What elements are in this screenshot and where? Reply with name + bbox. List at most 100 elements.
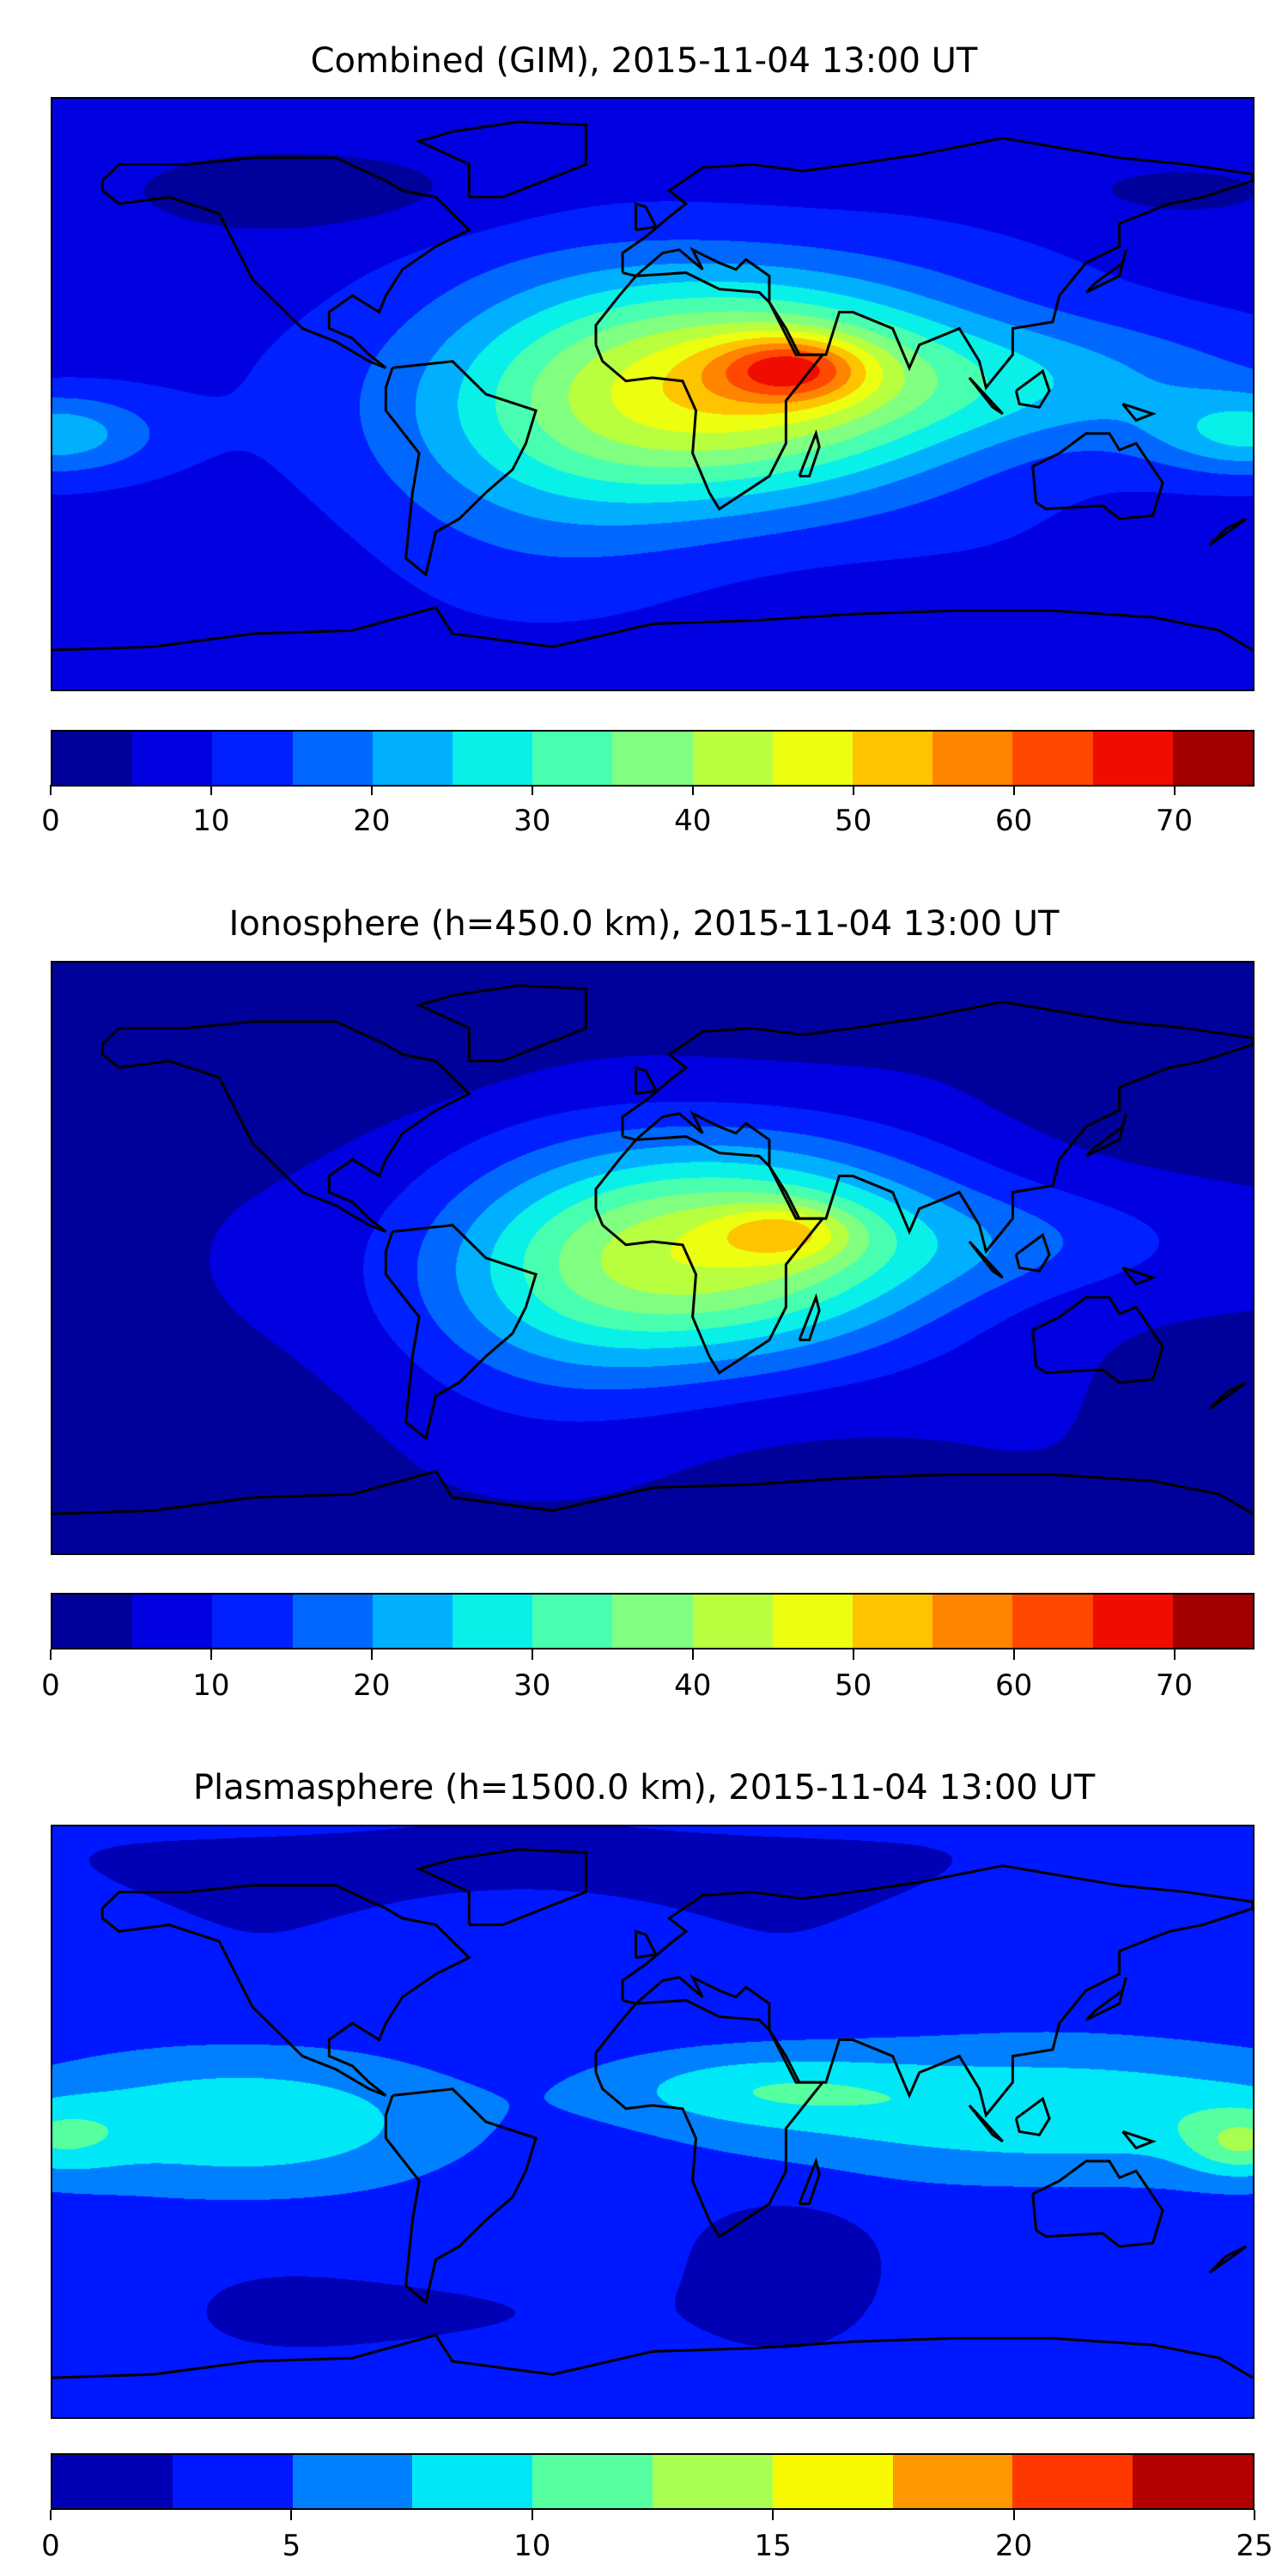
colorbar-swatch — [1012, 2455, 1133, 2508]
colorbar-swatch — [652, 2455, 773, 2508]
colorbar-tick — [531, 2510, 533, 2520]
colorbar-swatch — [532, 2455, 653, 2508]
coastline — [621, 137, 1253, 391]
colorbar-swatch — [692, 1595, 773, 1648]
colorbar-swatch — [1092, 732, 1173, 785]
coastline — [52, 605, 1253, 652]
colorbar-tick — [50, 2510, 52, 2520]
colorbar-tick — [370, 785, 373, 795]
colorbar-tick-label: 30 — [513, 804, 551, 838]
coastline — [1121, 1267, 1157, 1286]
colorbar-tick — [691, 1649, 694, 1660]
coastline — [621, 1864, 1253, 2118]
coastline — [968, 2104, 1004, 2143]
colorbar-swatch — [212, 732, 293, 785]
coastline — [1121, 403, 1157, 422]
colorbar-swatch — [1172, 1595, 1254, 1648]
colorbar-swatch — [172, 2455, 293, 2508]
colorbar-swatch — [612, 732, 693, 785]
colorbar-tick-label: 40 — [674, 804, 712, 838]
colorbar-tick-label: 50 — [835, 804, 872, 838]
colorbar-tick — [531, 1649, 533, 1660]
colorbar-swatch — [412, 2455, 533, 2508]
colorbar-tick-label: 20 — [353, 1668, 391, 1703]
colorbar-tick-label: 20 — [353, 804, 391, 838]
coastline — [52, 2333, 1253, 2379]
colorbar-swatch — [1012, 732, 1093, 785]
coastline — [594, 1999, 826, 2239]
colorbar-tick — [531, 785, 533, 795]
colorbar-tick — [1012, 785, 1015, 795]
colorbar-swatch — [772, 732, 854, 785]
coastline — [968, 376, 1004, 416]
colorbar-tick — [1173, 785, 1176, 795]
coastline — [1031, 432, 1164, 520]
colorbar-tick — [772, 2510, 775, 2520]
coastline — [1014, 368, 1051, 409]
coastline — [1031, 2160, 1164, 2248]
coastline — [1084, 1113, 1127, 1157]
colorbar-tick — [1173, 1649, 1176, 1660]
colorbar-swatch — [52, 2455, 173, 2508]
colorbar-tick — [210, 1649, 212, 1660]
map-plot — [51, 961, 1255, 1555]
coastline — [798, 2156, 821, 2206]
colorbar-ticks: 0 5 10 15 20 25 — [41, 2510, 1273, 2563]
coastline — [594, 271, 826, 511]
colorbar-tick — [691, 785, 694, 795]
colorbar-tick — [50, 1649, 52, 1660]
coastline — [1014, 1232, 1051, 1273]
colorbar-tick-label: 25 — [1236, 2529, 1273, 2563]
colorbar-tick — [852, 1649, 854, 1660]
coastline — [594, 1135, 826, 1375]
coastline — [635, 1066, 659, 1096]
colorbar — [51, 730, 1255, 787]
coastline — [635, 1929, 659, 1959]
colorbar-tick-label: 10 — [192, 804, 230, 838]
colorbar-swatch — [1172, 732, 1254, 785]
colorbar-ticks: 0 10 20 30 40 50 60 70 — [41, 785, 1255, 838]
coastline — [415, 984, 587, 1063]
colorbar-swatch — [933, 1595, 1013, 1648]
colorbar-tick — [50, 785, 52, 795]
colorbar-tick-label: 10 — [513, 2529, 551, 2563]
coastline — [100, 1884, 471, 2097]
colorbar — [51, 1593, 1255, 1649]
colorbar-tick-label: 50 — [835, 1668, 872, 1703]
coastlines — [52, 984, 1253, 1516]
colorbar-tick-label: 60 — [994, 1668, 1033, 1703]
coastline — [52, 1469, 1253, 1516]
coastline — [635, 202, 659, 232]
coastline — [1208, 2245, 1248, 2275]
colorbar-tick — [290, 2510, 293, 2520]
colorbar-swatch — [132, 1595, 213, 1648]
colorbar-swatch — [692, 732, 773, 785]
coastline — [1208, 1381, 1248, 1411]
coastline — [384, 2087, 538, 2305]
colorbar-tick-label: 15 — [754, 2529, 792, 2563]
colorbar-tick — [1254, 2510, 1255, 2520]
coastlines — [52, 1848, 1253, 2379]
colorbar-swatch — [1092, 1595, 1173, 1648]
colorbar — [51, 2453, 1255, 2510]
coastline — [1084, 1977, 1127, 2021]
coastline — [415, 120, 587, 199]
coastlines — [52, 120, 1253, 652]
colorbar-swatch — [933, 732, 1013, 785]
colorbar-swatch — [1133, 2455, 1253, 2508]
colorbar-swatch — [372, 1595, 453, 1648]
colorbar-swatch — [292, 2455, 413, 2508]
colorbar-tick-label: 0 — [41, 1668, 60, 1703]
colorbar-swatch — [1012, 1595, 1093, 1648]
contour-field — [52, 1826, 1253, 2417]
colorbar-swatch — [772, 2455, 893, 2508]
colorbar-tick — [370, 1649, 373, 1660]
coastline — [1014, 2096, 1051, 2136]
colorbar-swatch — [52, 732, 133, 785]
coastline — [415, 1848, 587, 1927]
colorbar-swatch — [853, 732, 933, 785]
colorbar-swatch — [132, 732, 213, 785]
colorbar-swatch — [612, 1595, 693, 1648]
colorbar-swatch — [532, 732, 613, 785]
map-plot — [51, 1825, 1255, 2419]
